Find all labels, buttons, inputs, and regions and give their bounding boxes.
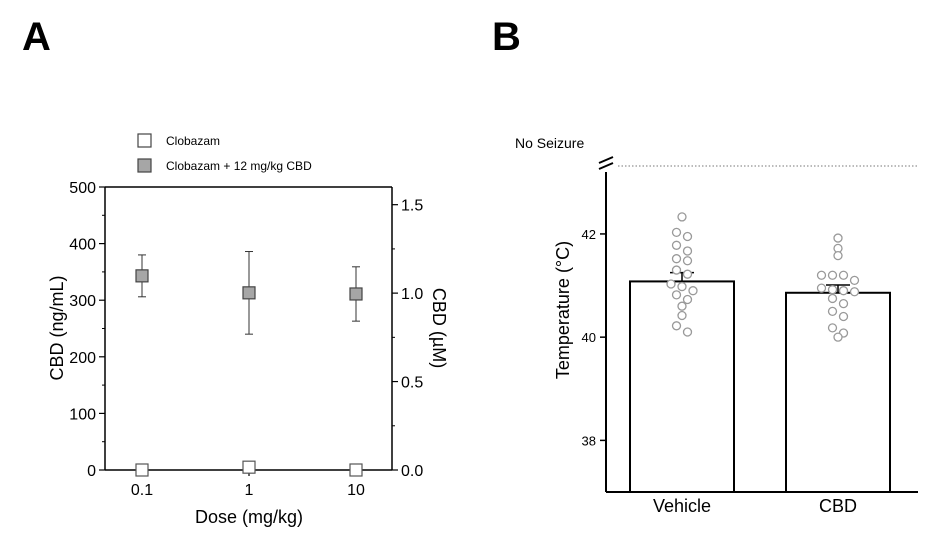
data-point bbox=[671, 290, 682, 300]
y-tick-label: 100 bbox=[69, 406, 96, 423]
x-tick-label: 0.1 bbox=[131, 482, 153, 499]
data-point bbox=[682, 294, 693, 305]
data-point bbox=[666, 279, 676, 289]
clobazam-marker bbox=[135, 463, 149, 477]
data-point bbox=[682, 246, 693, 256]
y2-tick-label: 0.0 bbox=[401, 463, 423, 480]
data-point bbox=[682, 231, 693, 242]
data-point bbox=[677, 301, 687, 311]
y-tick-label: 0 bbox=[87, 463, 96, 480]
y2-axis-title: CBD (µM) bbox=[429, 288, 449, 368]
data-point bbox=[671, 227, 682, 238]
data-point bbox=[833, 233, 843, 243]
data-point bbox=[671, 240, 682, 250]
data-point bbox=[838, 270, 849, 280]
data-point bbox=[827, 285, 838, 295]
y-axis-title: CBD (ng/mL) bbox=[47, 275, 67, 380]
data-point bbox=[688, 286, 698, 296]
data-point bbox=[682, 327, 693, 337]
data-point bbox=[838, 311, 849, 322]
panel-a-letter: A bbox=[22, 15, 51, 59]
data-point bbox=[682, 256, 693, 266]
data-point bbox=[838, 286, 849, 296]
x-category-label: CBD bbox=[819, 496, 857, 516]
panel-b-letter: B bbox=[492, 15, 521, 59]
data-point bbox=[671, 321, 682, 331]
x-tick-label: 10 bbox=[347, 482, 365, 499]
x-tick-label: 1 bbox=[245, 482, 254, 499]
y-tick-label: 42 bbox=[582, 227, 596, 242]
clobazam-marker bbox=[242, 460, 256, 474]
y-tick-label: 500 bbox=[69, 180, 96, 197]
axis-break-mark bbox=[598, 156, 614, 164]
data-point bbox=[677, 281, 687, 292]
data-point bbox=[849, 287, 860, 297]
y2-tick-label: 1.5 bbox=[401, 198, 423, 215]
data-point bbox=[833, 332, 843, 342]
data-point bbox=[682, 269, 693, 279]
y-tick-label: 38 bbox=[582, 433, 596, 448]
y2-tick-label: 1.0 bbox=[401, 286, 423, 303]
clobazam-marker bbox=[349, 463, 363, 477]
data-point bbox=[671, 265, 682, 275]
y-tick-label: 200 bbox=[69, 350, 96, 367]
data-point bbox=[827, 270, 838, 280]
axis-break-mark bbox=[598, 162, 614, 170]
data-point bbox=[816, 283, 827, 293]
data-point bbox=[827, 323, 838, 333]
y-tick-label: 400 bbox=[69, 237, 96, 254]
legend-label: Clobazam + 12 mg/kg CBD bbox=[166, 159, 312, 173]
panel-b-chart: No Seizure 38 40 42 Temperature (°C) Vehicle C… bbox=[515, 135, 918, 516]
data-point bbox=[671, 254, 682, 264]
data-point bbox=[827, 306, 838, 317]
no-seizure-annotation: No Seizure bbox=[515, 135, 584, 151]
legend-swatch bbox=[137, 158, 152, 173]
data-point bbox=[833, 250, 843, 261]
legend-swatch bbox=[137, 133, 152, 148]
data-point bbox=[677, 212, 687, 222]
data-point bbox=[827, 293, 838, 304]
clobazam-cbd-marker bbox=[135, 269, 149, 283]
data-point bbox=[838, 298, 849, 309]
y2-tick-label: 0.5 bbox=[401, 375, 423, 392]
x-category-label: Vehicle bbox=[653, 496, 711, 516]
clobazam-cbd-marker bbox=[242, 286, 256, 300]
data-point bbox=[816, 270, 827, 280]
bar bbox=[785, 291, 891, 493]
y-tick-label: 40 bbox=[582, 330, 596, 345]
data-point bbox=[677, 310, 687, 321]
panel-a-chart: 0 100 200 300 400 500 0.0 0.5 1.0 1.5 0.1 1 10 Dose (… bbox=[47, 133, 449, 527]
legend-label: Clobazam bbox=[166, 134, 220, 148]
y-tick-label: 300 bbox=[69, 293, 96, 310]
x-axis-title: Dose (mg/kg) bbox=[195, 507, 303, 527]
data-point bbox=[849, 275, 860, 286]
y-axis-title: Temperature (°C) bbox=[553, 241, 573, 379]
clobazam-cbd-marker bbox=[349, 287, 363, 301]
